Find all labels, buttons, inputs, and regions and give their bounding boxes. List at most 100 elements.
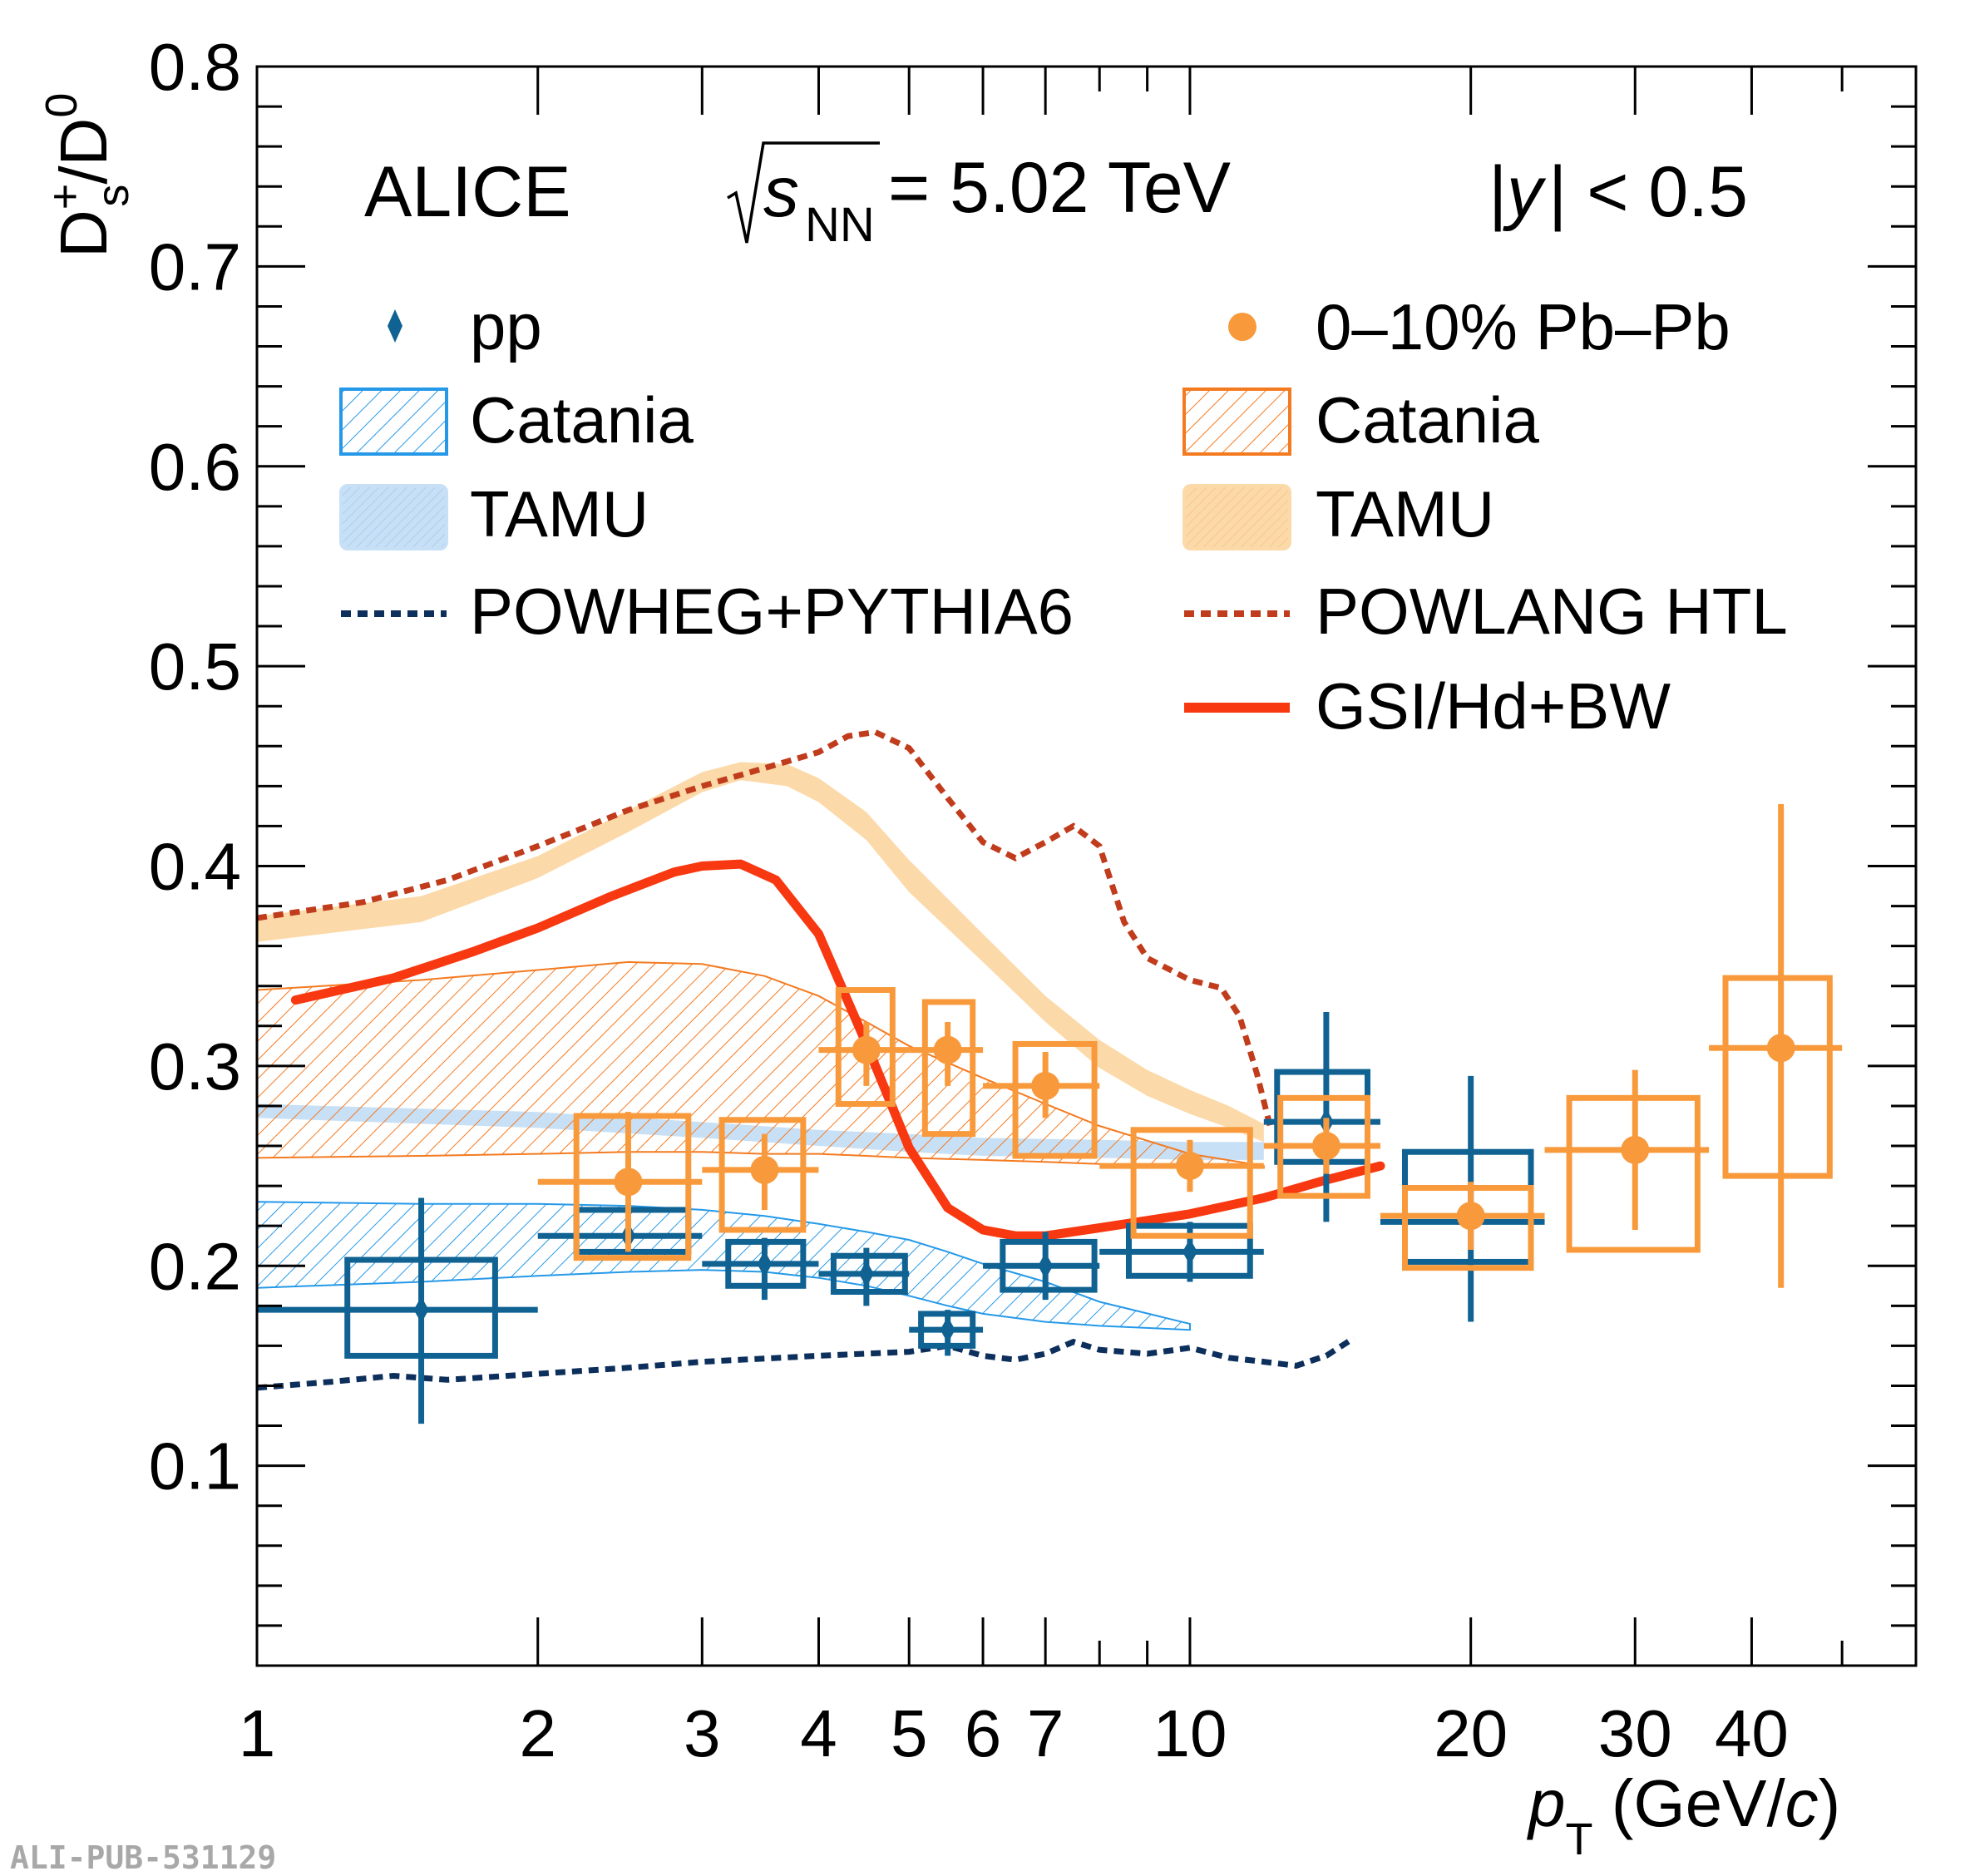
pbpb-point-6 [1099,1127,1264,1239]
pbpb-marker [614,1168,643,1197]
y-tick-label: 0.7 [149,230,241,304]
legend-entry-powheg: POWHEG+PYTHIA6 [341,575,1074,648]
x-tick-label: 6 [965,1696,1002,1770]
legend-label-powheg: POWHEG+PYTHIA6 [470,575,1074,648]
pp-marker [413,1296,429,1324]
y-tick-label: 0.5 [149,629,241,704]
x-tick-label: 3 [684,1696,721,1770]
energy-s: s [763,152,799,232]
pp-point-4 [818,1247,910,1306]
pbpb-marker [1175,1152,1204,1181]
sqrt-sign [727,141,880,244]
ylabel-a-sub: s [88,185,138,207]
pp-marker [757,1250,773,1277]
xlabel-sub: T [1566,1814,1593,1864]
pbpb-point-4 [909,999,984,1138]
legend-label-powlang: POWLANG HTL [1316,575,1788,648]
legend-entry-pp: pp [388,290,542,363]
pbpb-marker [933,1035,962,1064]
hatched-box-icon [1182,388,1291,456]
legend-label-catania-pp: Catania [470,383,694,457]
pbpb-point-5 [983,1040,1100,1159]
pp-point-7 [1099,1222,1264,1282]
y-tick-label: 0.8 [149,30,241,104]
ylabel-b: /D [47,118,121,185]
energy-sub: NN [805,198,875,252]
hatched-box-icon [339,388,448,456]
legend-label-pbpb: 0–10% Pb–Pb [1316,290,1730,363]
powheg-line [257,1335,1356,1391]
y-tick-label: 0.6 [149,430,241,504]
data-points [257,803,1843,1424]
pp-marker [858,1260,874,1287]
pbpb-syst-box [921,999,976,1138]
legend: pp 0–10% Pb–Pb Catania Catania TAMU TAMU… [339,290,1788,743]
xlabel-var: p [1527,1766,1566,1840]
xlabel-unit-a: (GeV/ [1593,1766,1786,1840]
xlabel-unit-b: ) [1819,1766,1841,1840]
svg-text:pT (GeV/c): pT (GeV/c) [1527,1766,1840,1864]
energy-label: s NN = 5.02 TeV [727,141,1231,252]
pp-point-5 [909,1310,984,1356]
legend-label-pp: pp [470,290,542,363]
legend-label-tamu-pbpb: TAMU [1316,477,1494,550]
pp-marker [940,1316,955,1344]
x-tick-label: 1 [239,1696,276,1770]
y-tick-label: 0.3 [149,1029,241,1103]
pbpb-point-1 [537,1112,703,1261]
x-tick-label: 20 [1434,1696,1508,1770]
x-tick-label: 2 [519,1696,556,1770]
pp-point-3 [702,1237,819,1301]
rapidity-bar: | [1489,152,1507,232]
ylabel-a: D [47,210,121,258]
tick-labels: 1 2 3 4 5 6 7 10 20 30 40 0.1 0.2 0.3 0.4 0.5 0.6 0.7 0.8 [149,30,1789,1770]
rapidity-y: y [1503,152,1547,232]
pbpb-marker [1621,1135,1650,1164]
legend-entry-powlang: POWLANG HTL [1184,575,1788,648]
x-tick-label: 7 [1027,1696,1064,1770]
pbpb-syst-box [718,1117,807,1233]
xlabel-unit-c: c [1785,1766,1819,1840]
legend-label-tamu-pp: TAMU [470,477,649,550]
legend-label-gsi: GSI/Hd+BW [1316,669,1671,743]
pbpb-point-2 [702,1117,819,1233]
pbpb-point-8 [1380,1182,1545,1271]
pbpb-marker [1311,1132,1340,1161]
energy-value: = 5.02 TeV [888,148,1231,228]
pbpb-syst-box [573,1113,692,1261]
pbpb-point-7 [1263,1094,1380,1199]
legend-entry-tamu-pbpb: TAMU [1182,477,1494,550]
pbpb-syst-box [1130,1127,1253,1239]
pbpb-syst-box [1722,975,1833,1179]
pbpb-marker [852,1035,881,1064]
legend-label-catania-pbpb: Catania [1316,383,1539,457]
pp-point-1 [257,1197,538,1424]
legend-entry-gsi: GSI/Hd+BW [1184,669,1671,743]
publication-id: ALI-PUB-531129 [10,1839,277,1876]
ylabel-a-sup: + [40,184,90,210]
y-tick-label: 0.2 [149,1229,241,1303]
x-tick-label: 30 [1598,1696,1672,1770]
diamond-marker-icon [388,309,402,343]
legend-entry-catania-pp: Catania [339,383,694,457]
x-tick-label: 4 [800,1696,837,1770]
y-tick-label: 0.4 [149,830,241,904]
filled-box-icon [1182,484,1291,550]
x-tick-label: 10 [1153,1696,1227,1770]
catania-pbpb-band [257,960,1265,1169]
filled-box-icon [339,484,448,550]
pp-marker [1038,1252,1054,1280]
ylabel-b-sup: 0 [37,93,86,118]
circle-marker-icon [1228,313,1257,341]
x-tick-label: 40 [1715,1696,1789,1770]
pbpb-point-10 [1709,803,1843,1288]
pbpb-marker [1766,1034,1795,1063]
pbpb-syst-box [835,987,896,1108]
pbpb-syst-box [1012,1040,1098,1159]
pp-point-6 [983,1232,1100,1301]
powlang-line [257,728,1274,1129]
y-tick-label: 0.1 [149,1429,241,1503]
legend-entry-pbpb: 0–10% Pb–Pb [1228,290,1730,363]
pbpb-marker [1031,1071,1060,1100]
